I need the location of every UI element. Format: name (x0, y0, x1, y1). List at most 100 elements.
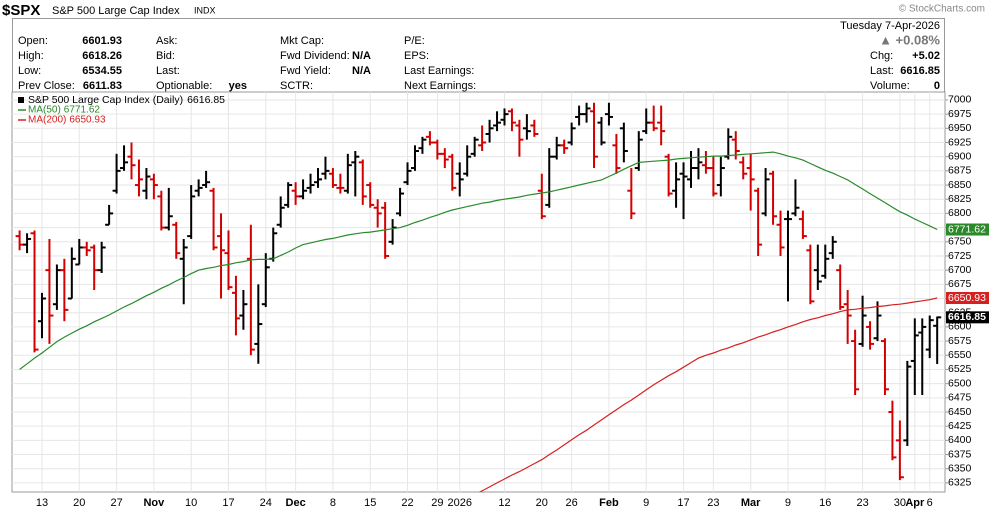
price-box (946, 223, 989, 236)
ohlc-bar (873, 301, 882, 342)
y-tick-label: 6975 (948, 108, 972, 120)
ohlc-bar (560, 139, 569, 154)
ohlc-bar (187, 185, 196, 239)
ohlc-bar (410, 145, 419, 171)
legend-last: 6616.85 (187, 94, 225, 106)
legend-name: MA(200) (28, 115, 66, 126)
quote-value: 6534.55 (82, 65, 122, 77)
y-tick-label: 6875 (948, 165, 972, 177)
ohlc-bar (75, 238, 84, 266)
x-tick-label: 6 (927, 497, 933, 509)
ohlc-bar (828, 236, 837, 259)
ohlc-bar (336, 173, 345, 194)
x-tick-label: 13 (36, 497, 48, 509)
watermark: © StockCharts.com (899, 4, 985, 15)
ohlc-bar (627, 168, 636, 220)
ma-line (19, 151, 938, 370)
ohlc-bar (754, 187, 763, 256)
quote-label: Last: (870, 65, 894, 77)
ohlc-bar (120, 145, 129, 171)
ohlc-bar (672, 162, 681, 208)
ohlc-bar (433, 139, 442, 160)
ohlc-bar (291, 182, 300, 205)
x-tick-label: 26 (566, 497, 578, 509)
quote-label: P/E: (404, 35, 425, 47)
ohlc-bar (314, 168, 322, 188)
y-tick-label: 6600 (948, 321, 972, 333)
ohlc-bar (642, 108, 651, 134)
ohlc-bar (217, 213, 226, 299)
x-tick-label: 30 (894, 497, 906, 509)
grid (12, 92, 945, 492)
quote-label: Bid: (156, 50, 175, 62)
ohlc-bar (306, 173, 315, 194)
x-tick-label: 22 (401, 497, 413, 509)
ohlc-bar (522, 114, 531, 140)
y-tick-label: 6675 (948, 278, 972, 290)
ohlc-bar (507, 108, 516, 132)
y-tick-label: 6575 (948, 335, 972, 347)
x-tick-label: Mar (741, 497, 761, 509)
ohlc-bar (903, 360, 912, 447)
plot (15, 102, 942, 492)
x-tick-label: Dec (286, 497, 306, 509)
symbol: $SPX (2, 2, 40, 19)
y-tick-label: 7000 (948, 94, 972, 106)
ohlc-bar (418, 136, 427, 154)
x-tick-label: 27 (110, 497, 122, 509)
ohlc-bar (30, 230, 39, 353)
ohlc-bar (716, 156, 725, 197)
ohlc-bar (813, 244, 822, 291)
ohlc-bar (246, 224, 255, 356)
ohlc-bar (694, 148, 703, 180)
change-pct: ▲ +0.08% (879, 32, 940, 47)
y-tick-label: 6325 (948, 477, 972, 489)
quote-value: 0 (934, 80, 940, 92)
y-tick-label: 6475 (948, 392, 972, 404)
ohlc-bar (388, 219, 397, 245)
ohlc-bar (701, 151, 710, 174)
y-tick-label: 6700 (948, 264, 972, 276)
ohlc-bar (157, 190, 166, 231)
quote-value: 6601.93 (82, 35, 122, 47)
ohlc-bar (619, 122, 628, 163)
x-tick-label: 17 (222, 497, 234, 509)
price-box-label: 6616.85 (948, 311, 986, 323)
ohlc-bar (687, 151, 695, 188)
ohlc-bar (90, 244, 99, 291)
y-tick-label: 6850 (948, 179, 972, 191)
ohlc-bar (366, 182, 375, 208)
quote-label: Fwd Dividend: (280, 50, 350, 62)
quote-label: Optionable: (156, 80, 212, 92)
quote-label: Chg: (870, 50, 893, 62)
x-tick-label: 10 (185, 497, 197, 509)
legend-name: MA(50) (28, 105, 61, 116)
x-tick-label: 16 (819, 497, 831, 509)
ohlc-bar (179, 238, 188, 305)
legend-value: 6771.62 (64, 105, 101, 116)
x-tick-label: 24 (260, 497, 272, 509)
ohlc-bar (709, 156, 718, 197)
ohlc-bar (821, 244, 830, 279)
price-box-label: 6650.93 (948, 292, 986, 304)
ma-line (478, 297, 938, 492)
x-tick-label: 9 (643, 497, 649, 509)
ohlc-bar (858, 295, 867, 347)
quote-value: yes (229, 80, 247, 92)
ohlc-bar (358, 159, 367, 205)
quote-label: Prev Close: (18, 80, 75, 92)
x-tick-label: 29 (431, 497, 443, 509)
x-tick-label: Nov (143, 497, 165, 509)
x-tick-label: 23 (856, 497, 868, 509)
ohlc-bar (634, 131, 643, 171)
ohlc-bar (552, 136, 561, 160)
x-tick-label: 23 (707, 497, 719, 509)
y-tick-label: 6525 (948, 363, 972, 375)
ohlc-bar (575, 105, 584, 126)
price-box (946, 311, 989, 324)
ohlc-bar (933, 316, 942, 365)
ohlc-bar (925, 315, 934, 359)
ohlc-bar (448, 153, 457, 191)
ohlc-bar (590, 102, 599, 169)
